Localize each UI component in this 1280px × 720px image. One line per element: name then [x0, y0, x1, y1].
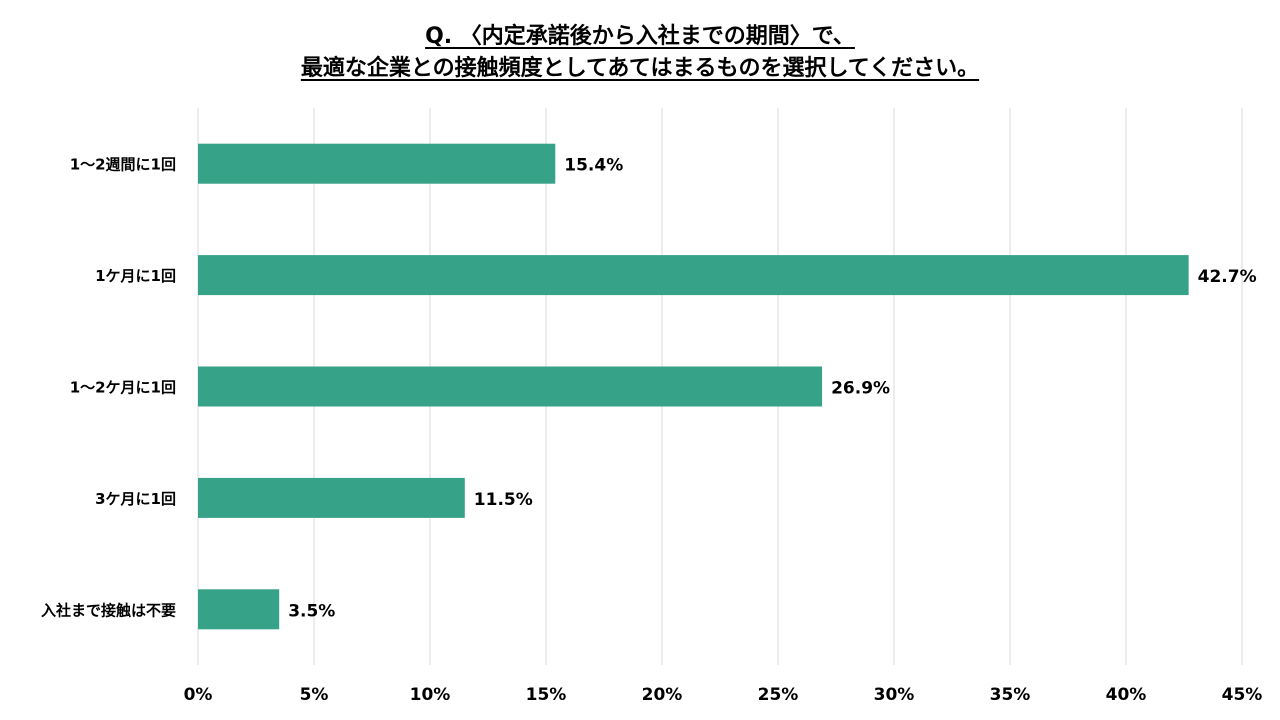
category-label: 1～2ケ月に1回 — [70, 379, 176, 397]
category-label: 1～2週間に1回 — [70, 156, 176, 174]
x-tick-label: 5% — [300, 685, 329, 705]
chart-title-line-2: 最適な企業との接触頻度としてあてはまるものを選択してください。 — [300, 56, 980, 81]
bar — [198, 589, 280, 630]
x-tick-label: 25% — [758, 685, 799, 705]
x-tick-label: 10% — [410, 685, 451, 705]
category-label: 3ケ月に1回 — [95, 490, 176, 508]
x-tick-label: 20% — [642, 685, 683, 705]
x-tick-label: 40% — [1106, 685, 1147, 705]
chart-title: Q. 〈内定承諾後から入社までの期間〉で、 最適な企業との接触頻度としてあてはま… — [0, 22, 1280, 84]
category-label: 1ケ月に1回 — [95, 267, 176, 285]
bar — [198, 366, 823, 407]
x-tick-label: 45% — [1222, 685, 1263, 705]
x-tick-label: 30% — [874, 685, 915, 705]
x-tick-label: 15% — [526, 685, 567, 705]
data-label: 15.4% — [564, 156, 623, 176]
labels: 0% 5% 10% 15% 20% 25% 30% 35% 40% 45% 1～2週間に1回 15.4… — [41, 156, 1262, 705]
data-label: 3.5% — [288, 601, 335, 621]
bar — [198, 143, 556, 184]
data-label: 42.7% — [1198, 267, 1257, 287]
bar — [198, 255, 1189, 296]
data-label: 11.5% — [474, 490, 533, 510]
x-tick-label: 35% — [990, 685, 1031, 705]
data-label: 26.9% — [831, 379, 890, 399]
chart-title-line-1: Q. 〈内定承諾後から入社までの期間〉で、 — [425, 24, 855, 49]
bar — [198, 477, 465, 518]
category-label: 入社まで接触は不要 — [41, 601, 176, 619]
x-tick-label: 0% — [184, 685, 213, 705]
bars — [198, 143, 1189, 630]
